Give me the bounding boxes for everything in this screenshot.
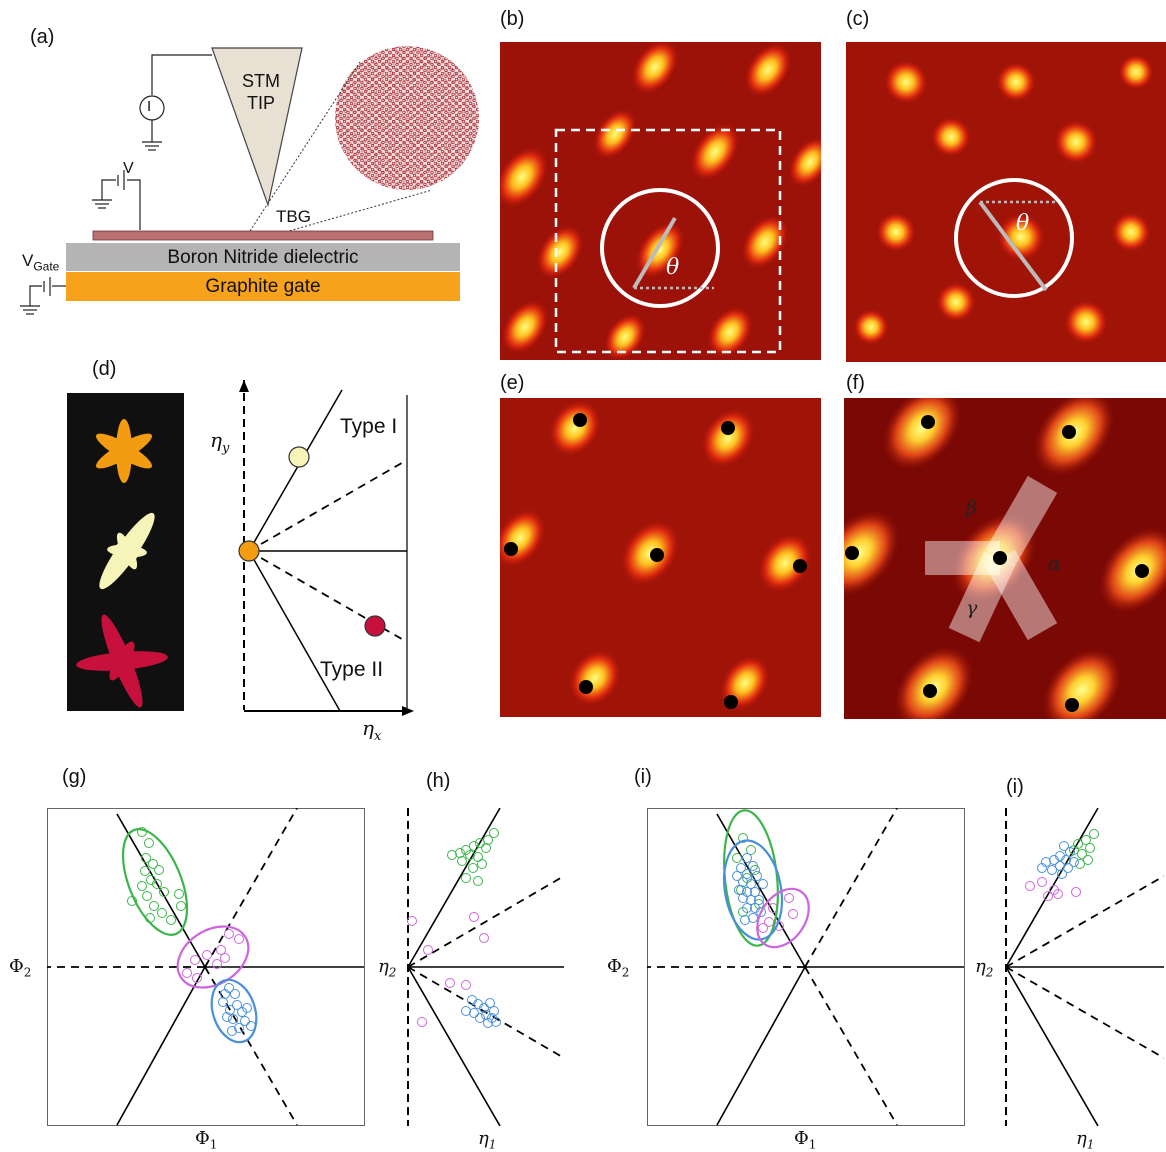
i2-y-label: η2	[975, 956, 993, 980]
scatter-h	[407, 808, 564, 1126]
panel-label-g: (g)	[62, 766, 87, 788]
gamma-label: γ	[966, 597, 978, 619]
scatter-i2	[1005, 808, 1164, 1126]
alpha-label: α	[1048, 553, 1061, 575]
stm-map-b: θ	[500, 42, 821, 360]
model-map-f: β α γ	[844, 398, 1166, 719]
h-x-label: η1	[478, 1128, 496, 1152]
theta-label-b: θ	[666, 255, 679, 280]
graphite-label: Graphite gate	[205, 276, 321, 297]
g-x-sub: 1	[209, 1137, 218, 1152]
dashed-selection-box	[554, 128, 782, 354]
stm-schematic	[20, 46, 479, 315]
bias-label: V	[123, 160, 134, 177]
stm-map-c: θ	[846, 42, 1166, 362]
h-magenta-cluster	[407, 912, 489, 1027]
g-blue-cluster	[218, 983, 256, 1036]
boron-nitride-layer	[66, 243, 460, 271]
h-y-label: η2	[378, 956, 396, 980]
eta-x-label: ηx	[362, 716, 381, 744]
beta-label: β	[965, 497, 977, 519]
i1-x-sub: 1	[808, 1137, 817, 1152]
tip-label-line2: TIP	[246, 93, 275, 113]
i1-blue-cluster	[732, 853, 768, 925]
h-blue-cluster	[461, 995, 501, 1028]
tip-label: STM TIP	[241, 70, 281, 114]
circle-marker-c	[954, 178, 1074, 298]
h-x-main: η	[478, 1128, 489, 1149]
type1-label: Type I	[340, 415, 397, 438]
g-x-label: Φ1	[195, 1128, 217, 1152]
shape-isotropic	[96, 419, 152, 483]
panel-label-i1: (i)	[634, 766, 652, 788]
g-y-label: Φ2	[9, 956, 31, 980]
h-y-sub: 2	[388, 965, 397, 980]
gate-voltage-label: VGate	[22, 251, 59, 273]
panel-label-d: (d)	[92, 358, 117, 380]
lattice-sites-e	[504, 413, 807, 709]
star-arms	[925, 475, 1058, 643]
i1-y-sub: 2	[621, 965, 630, 980]
i2-x-sub: 1	[1086, 1137, 1095, 1152]
h-y-main: η	[378, 956, 389, 977]
eta-y-sub: y	[221, 441, 230, 456]
g-y-sub: 2	[23, 965, 32, 980]
h-x-sub: 1	[488, 1137, 497, 1152]
map-e-spots	[500, 399, 812, 711]
i1-y-label: Φ2	[607, 956, 629, 980]
type-diagram: Type I Type II	[238, 380, 414, 716]
g-x-main: Φ	[195, 1128, 210, 1149]
i2-blue-cluster	[1037, 841, 1079, 879]
panel-label-h: (h)	[426, 770, 451, 792]
shape-type2	[76, 614, 168, 708]
dielectric-label: Boron Nitride dielectric	[167, 247, 359, 268]
i1-y-main: Φ	[607, 956, 622, 977]
eta-x-sub: x	[373, 729, 382, 744]
gate-voltage-sub: Gate	[33, 259, 60, 274]
eta-x-main: η	[362, 716, 374, 740]
marker-type2	[364, 615, 386, 637]
g-magenta-cluster	[182, 929, 244, 983]
panel-label-f: (f)	[846, 372, 865, 394]
shape-type1	[99, 512, 155, 590]
graphite-gate-layer	[66, 272, 460, 301]
scatter-g	[47, 808, 365, 1126]
tbg-layer	[92, 230, 434, 241]
circle-marker-b	[600, 188, 720, 308]
stm-map-e	[500, 398, 821, 717]
panel-label-b: (b)	[500, 8, 525, 30]
tbg-label: TBG	[276, 207, 311, 226]
panel-label-i2: (i)	[1006, 776, 1024, 798]
scatter-i1	[647, 808, 965, 1126]
i2-x-main: η	[1076, 1128, 1087, 1149]
eta-y-main: η	[210, 428, 222, 452]
gate-voltage-main: V	[22, 251, 34, 270]
i2-y-sub: 2	[985, 965, 994, 980]
i2-y-main: η	[975, 956, 986, 977]
tip-label-line1: STM	[242, 71, 280, 91]
eta-y-label: ηy	[210, 428, 229, 456]
type2-label: Type II	[320, 658, 383, 681]
tbg-lattice-magnified	[335, 46, 479, 190]
h-green-cluster	[447, 828, 499, 886]
stm-tip	[211, 47, 303, 208]
panel-label-e: (e)	[500, 372, 525, 394]
map-c-spots	[853, 54, 1154, 345]
lattice-sites-f	[845, 415, 1149, 712]
current-symbol: I	[147, 98, 152, 115]
theta-label-c: θ	[1016, 211, 1029, 236]
panel-label-a: (a)	[30, 26, 55, 48]
i2-magenta-cluster	[1025, 877, 1081, 901]
shape-examples	[67, 393, 184, 711]
ammeter-icon	[139, 95, 165, 121]
i1-x-label: Φ1	[794, 1128, 816, 1152]
g-y-main: Φ	[9, 956, 24, 977]
panel-label-c: (c)	[846, 8, 870, 30]
marker-type1	[288, 446, 310, 468]
marker-center	[238, 540, 260, 562]
i2-x-label: η1	[1076, 1128, 1094, 1152]
i1-x-main: Φ	[794, 1128, 809, 1149]
